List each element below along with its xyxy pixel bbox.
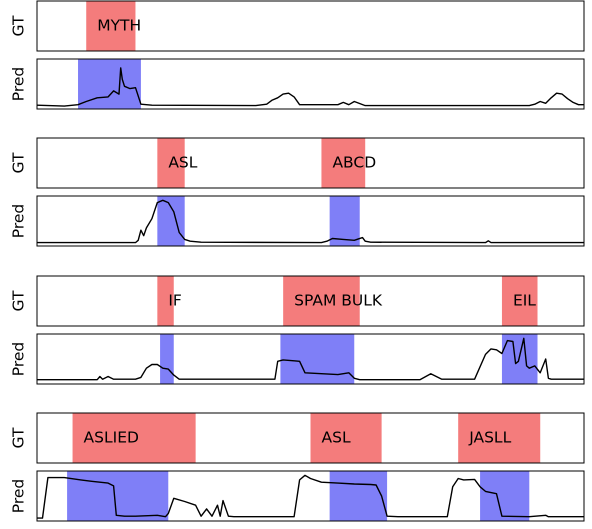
- gt-segment-label: ASLIED: [84, 429, 139, 447]
- pred-axes-frame: [36, 333, 585, 385]
- pred-segment: [480, 471, 530, 521]
- gt-segment-label: ASL: [168, 154, 197, 172]
- gt-segment-label: IF: [168, 292, 182, 310]
- gt-segment: [310, 413, 382, 463]
- gt-axis-label: GT: [10, 15, 28, 36]
- gt-segment: [501, 276, 538, 326]
- pred-segment: [67, 471, 169, 521]
- pred-segment: [501, 334, 538, 384]
- gt-segment-label: ABCD: [332, 154, 376, 172]
- gt-segment: [86, 1, 136, 51]
- pred-segment: [329, 196, 360, 246]
- gt-axis-label: GT: [10, 152, 28, 173]
- gt-segment-label: ASL: [322, 429, 351, 447]
- pred-line: [36, 67, 584, 107]
- pred-axes-frame: [36, 195, 585, 247]
- pred-axes-frame: [36, 58, 585, 110]
- panel-group: IF SPAM BULK EIL GT Pred: [10, 275, 585, 385]
- pred-line: [37, 474, 584, 519]
- pred-segment: [280, 334, 355, 384]
- panel-group: ASL ABCD GT Pred: [10, 137, 585, 247]
- gt-segment-label: JASLL: [468, 429, 511, 447]
- pred-line: [37, 199, 584, 244]
- pred-axis-label: Pred: [10, 67, 28, 101]
- pred-axes-frame: [36, 470, 585, 522]
- gt-segment: [157, 138, 185, 188]
- gt-segment-label: SPAM BULK: [294, 292, 383, 310]
- gt-segment-label: MYTH: [97, 17, 141, 35]
- pred-axis-label: Pred: [10, 204, 28, 238]
- gt-axis-label: GT: [10, 290, 28, 311]
- pred-segment: [157, 196, 185, 246]
- pred-axis-label: Pred: [10, 479, 28, 513]
- panel-group: ASLIED ASL JASLL GT Pred: [10, 412, 585, 522]
- pred-axis-label: Pred: [10, 342, 28, 376]
- gt-segment: [321, 138, 366, 188]
- gt-axes-frame: [36, 0, 585, 52]
- gt-axes-frame: [36, 137, 585, 189]
- gt-axis-label: GT: [10, 427, 28, 448]
- gt-axes-frame: [36, 275, 585, 327]
- pred-segment: [329, 471, 388, 521]
- gt-axes-frame: [36, 412, 585, 464]
- gt-segment: [458, 413, 541, 463]
- gt-segment: [157, 276, 174, 326]
- gt-segment: [283, 276, 360, 326]
- gt-segment-label: EIL: [513, 292, 536, 310]
- gt-segment: [72, 413, 196, 463]
- pred-line: [37, 337, 584, 381]
- panel-group: MYTH GT Pred: [10, 0, 585, 110]
- pred-segment: [160, 334, 174, 384]
